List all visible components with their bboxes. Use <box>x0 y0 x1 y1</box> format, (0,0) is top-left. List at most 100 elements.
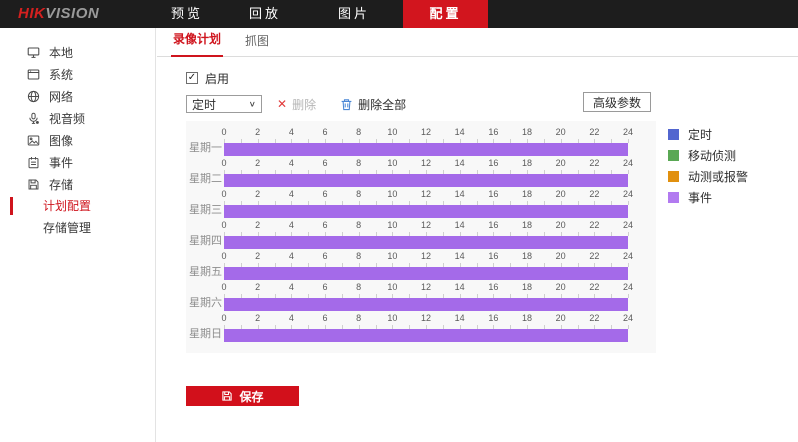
tick-mark <box>442 294 444 298</box>
tick-mark <box>274 294 276 298</box>
tick-mark <box>611 294 613 298</box>
tick-mark <box>611 263 613 267</box>
schedule-track[interactable] <box>224 143 628 156</box>
timeline: 0 2 4 6 8 10 12 14 16 18 20 22 24 <box>221 189 633 218</box>
tick-mark <box>224 263 225 267</box>
schedule-track[interactable] <box>224 298 628 311</box>
timeline: 0 2 4 6 8 10 12 14 16 18 20 22 24 <box>221 313 633 342</box>
tick-mark <box>560 170 562 174</box>
legend-item: 定时 <box>668 124 748 145</box>
tick-label: 20 <box>555 189 566 199</box>
tick-mark <box>543 325 545 329</box>
tick-mark <box>510 201 512 205</box>
schedule-bar[interactable] <box>224 329 628 342</box>
tick-mark <box>291 263 293 267</box>
delete-button[interactable]: ✕ 删除 <box>277 96 316 113</box>
schedule-bar[interactable] <box>224 143 628 156</box>
schedule-track[interactable] <box>224 329 628 342</box>
tab-capture[interactable]: 抓图 <box>245 34 270 48</box>
logo-vision: VISION <box>45 5 100 22</box>
sidebar-item-label: 本地 <box>49 45 74 60</box>
schedule-bar[interactable] <box>224 267 628 280</box>
tick-label: 16 <box>488 251 499 261</box>
tick-label: 20 <box>555 313 566 323</box>
schedule-track[interactable] <box>224 205 628 218</box>
sidebar-item-event[interactable]: 事件 <box>0 151 155 173</box>
tick-mark <box>308 325 310 329</box>
tab-record-schedule[interactable]: 录像计划 <box>171 30 224 57</box>
sidebar-item-local[interactable]: 本地 <box>0 41 155 63</box>
schedule-bar[interactable] <box>224 205 628 218</box>
schedule-bar[interactable] <box>224 236 628 249</box>
sidebar-item-system[interactable]: 系统 <box>0 63 155 85</box>
tick-mark <box>594 201 596 205</box>
record-type-select[interactable]: 定时 ∨ <box>186 95 262 113</box>
tick-label: 2 <box>255 313 261 323</box>
schedule-bar[interactable] <box>224 174 628 187</box>
tick-mark <box>577 170 579 174</box>
tick-mark <box>257 139 259 143</box>
tick-mark <box>274 232 276 236</box>
schedule-track[interactable] <box>224 267 628 280</box>
tick-label: 20 <box>555 158 566 168</box>
tick-label: 14 <box>454 127 465 137</box>
nav-picture[interactable]: 图片 <box>337 6 370 21</box>
schedule-bar[interactable] <box>224 298 628 311</box>
tick-label: 12 <box>420 189 432 199</box>
tick-label: 22 <box>589 251 600 261</box>
sidebar-item-image[interactable]: 图像 <box>0 129 155 151</box>
tick-label: 18 <box>521 189 533 199</box>
nav-playback[interactable]: 回放 <box>248 6 281 21</box>
tick-label: 16 <box>488 189 499 199</box>
sidebar-item-storage-management[interactable]: 存储管理 <box>43 221 92 235</box>
tick-mark <box>611 201 613 205</box>
tick-label: 14 <box>454 189 465 199</box>
tick-marks <box>224 170 629 174</box>
tick-mark <box>325 263 326 267</box>
tick-label: 6 <box>322 251 328 261</box>
tick-label: 0 <box>221 313 227 323</box>
tick-mark <box>291 170 293 174</box>
tick-label: 6 <box>322 189 328 199</box>
tick-mark <box>240 263 242 267</box>
tick-label: 12 <box>420 251 432 261</box>
advanced-params-button[interactable]: 高级参数 <box>582 92 651 112</box>
enable-checkbox[interactable]: ✓ <box>186 72 198 84</box>
tick-labels: 0 2 4 6 8 10 12 14 16 18 20 22 24 <box>221 251 633 263</box>
tick-mark <box>358 201 360 205</box>
sidebar-item-audio-video[interactable]: 视音频 <box>0 107 155 129</box>
tick-mark <box>527 325 528 329</box>
tick-label: 10 <box>387 189 398 199</box>
tick-mark <box>611 232 613 236</box>
sidebar-item-storage[interactable]: 存储 <box>0 173 155 195</box>
nav-preview[interactable]: 预览 <box>170 6 203 21</box>
top-bar: HIKVISION 预览 回放 图片 配置 <box>0 0 798 28</box>
tick-mark <box>493 263 495 267</box>
tick-mark <box>426 170 427 174</box>
sidebar-item-network[interactable]: 网络 <box>0 85 155 107</box>
timeline: 0 2 4 6 8 10 12 14 16 18 20 22 24 <box>221 251 633 280</box>
tick-mark <box>308 170 310 174</box>
tick-mark <box>628 232 629 236</box>
tick-mark <box>459 232 461 236</box>
tick-label: 4 <box>288 313 294 323</box>
tick-mark <box>543 201 545 205</box>
tick-mark <box>257 170 259 174</box>
save-button[interactable]: 保存 <box>186 386 299 406</box>
logo-hik: HIK <box>18 5 46 22</box>
tick-mark <box>476 325 478 329</box>
tick-mark <box>308 263 310 267</box>
schedule-track[interactable] <box>224 236 628 249</box>
tick-label: 18 <box>521 282 533 292</box>
delete-all-button[interactable]: 删除全部 <box>340 96 406 113</box>
trash-icon <box>341 98 352 110</box>
sidebar-item-schedule-settings[interactable]: 计划配置 <box>0 195 155 217</box>
tick-mark <box>375 170 377 174</box>
nav-configuration[interactable]: 配置 <box>403 0 488 28</box>
tick-label: 20 <box>555 127 566 137</box>
tick-mark <box>325 170 326 174</box>
schedule-track[interactable] <box>224 174 628 187</box>
tick-mark <box>341 325 343 329</box>
tick-label: 24 <box>622 158 634 168</box>
tick-mark <box>476 170 478 174</box>
